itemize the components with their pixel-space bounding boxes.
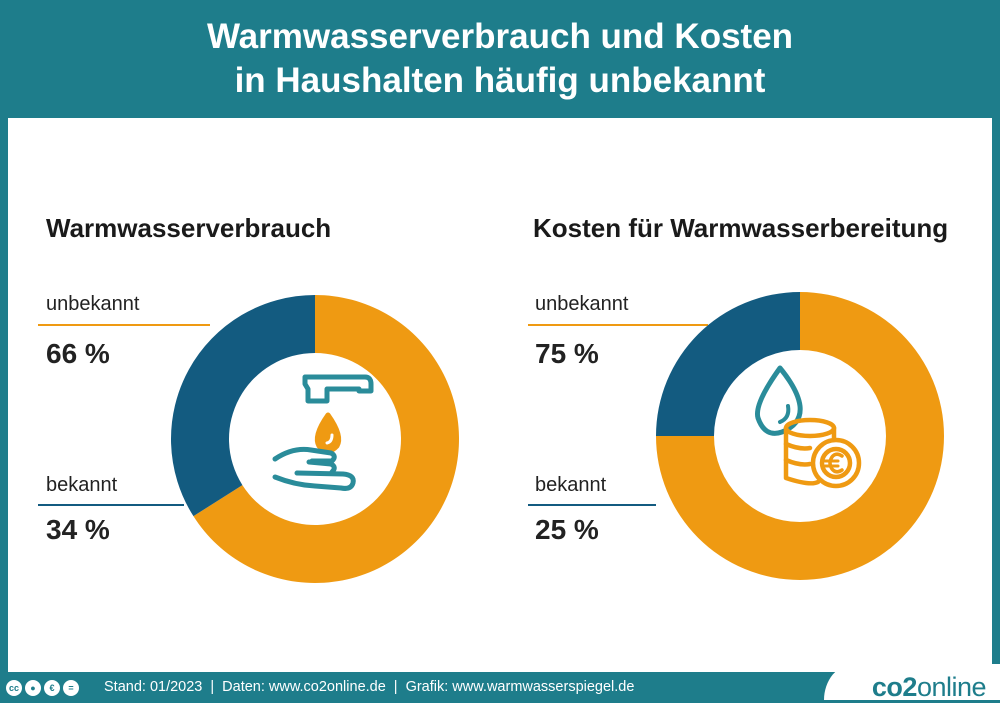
footer-separator: |: [393, 679, 398, 695]
footer-daten: Daten: www.co2online.de: [222, 679, 386, 695]
value-known-consumption: 34 %: [46, 514, 110, 545]
logo-part-online: online: [916, 672, 987, 702]
donut-segment-unbekannt: [193, 295, 459, 583]
hand-with-faucet-drop-icon: [272, 374, 374, 491]
donut-segment-bekannt: [171, 295, 315, 517]
footer-credits: Stand: 01/2023 | Daten: www.co2online.de | G…: [104, 679, 634, 695]
donut-segment-unbekannt: [656, 292, 944, 580]
donut-segment-bekannt: [656, 292, 800, 436]
cc-icon: cc: [6, 680, 22, 696]
by-icon: ●: [25, 680, 41, 696]
donut-chart-costs: [656, 292, 944, 580]
leader-line-unknown-consumption: [38, 324, 210, 326]
footer-grafik: Grafik: www.warmwasserspiegel.de: [405, 679, 635, 695]
co2online-logo: co2online: [871, 672, 987, 703]
nd-icon: =: [63, 680, 79, 696]
value-unknown-costs: 75 %: [535, 338, 599, 369]
value-unknown-consumption: 66 %: [46, 338, 110, 369]
title-line-2: in Haushalten häufig unbekannt: [234, 61, 766, 100]
chart-title-costs: Kosten für Warmwasserbereitung: [533, 213, 949, 243]
content-card: Warmwasserverbrauch unbekannt 66 % bekan…: [8, 118, 992, 672]
logo-background: [824, 664, 1000, 700]
label-known-consumption: bekannt: [46, 474, 118, 496]
leader-line-known-consumption: [38, 504, 184, 506]
footer-separator: |: [210, 679, 215, 695]
label-known-costs: bekannt: [535, 474, 607, 496]
title-line-1: Warmwasserverbrauch und Kosten: [206, 17, 794, 56]
nc-icon: €: [44, 680, 60, 696]
label-unknown-costs: unbekannt: [535, 293, 629, 315]
water-drop-euro-coins-icon: [754, 365, 862, 489]
header: Warmwasserverbrauch und Kosten in Hausha…: [0, 0, 1000, 118]
chart-title-consumption: Warmwasserverbrauch: [46, 213, 332, 243]
leader-line-known-costs: [528, 504, 656, 506]
footer-stand: Stand: 01/2023: [104, 679, 203, 695]
value-known-costs: 25 %: [535, 514, 599, 545]
donut-chart-consumption: [171, 295, 459, 583]
logo-part-co2: co2: [871, 672, 918, 702]
license-icons: cc ● € =: [6, 680, 79, 696]
leader-line-unknown-costs: [528, 324, 708, 326]
label-unknown-consumption: unbekannt: [46, 293, 140, 315]
footer: cc ● € = Stand: 01/2023 | Daten: www.co2on…: [0, 674, 1000, 700]
